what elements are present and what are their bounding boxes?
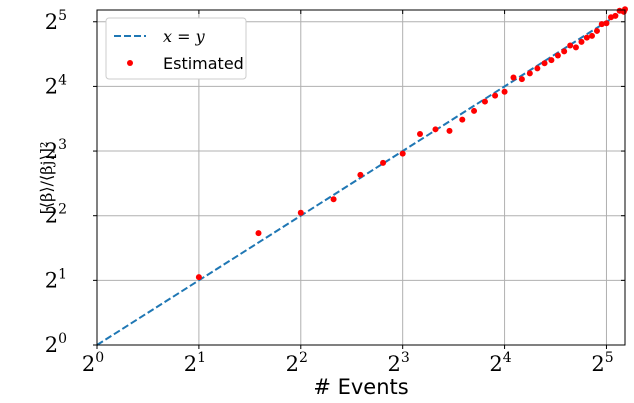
data-point-27 xyxy=(588,32,595,39)
data-point-6 xyxy=(399,150,406,157)
plot-frame xyxy=(96,9,626,346)
data-point-22 xyxy=(561,48,568,55)
data-point-29 xyxy=(598,21,605,28)
data-point-14 xyxy=(501,88,508,95)
data-point-18 xyxy=(534,65,541,72)
y-tick-label-3: 23 xyxy=(45,137,67,163)
data-point-0 xyxy=(195,274,202,281)
data-point-30 xyxy=(603,20,610,27)
x-tick-label-5: 25 xyxy=(591,350,613,376)
data-point-32 xyxy=(612,12,619,19)
data-point-19 xyxy=(541,60,548,67)
x-tick-label-1: 21 xyxy=(184,350,206,376)
x-tick-label-3: 23 xyxy=(388,350,410,376)
data-point-35 xyxy=(622,6,628,13)
y-axis-label: [⟨β⟩/⟨βj⟩]² xyxy=(37,142,56,215)
scatter-points xyxy=(195,6,628,281)
x-tick-label-0: 20 xyxy=(82,350,104,376)
grid xyxy=(96,10,625,346)
data-point-5 xyxy=(380,159,387,166)
data-point-4 xyxy=(357,171,364,178)
y-ticks: 20 21 22 23 24 25 xyxy=(45,8,625,357)
data-point-10 xyxy=(459,116,466,123)
data-point-9 xyxy=(446,127,453,134)
y-tick-label-0: 20 xyxy=(45,331,67,357)
data-point-20 xyxy=(548,57,555,64)
y-tick-label-2: 22 xyxy=(45,202,67,228)
x-ticks: 20 21 22 23 24 25 xyxy=(82,10,614,376)
data-point-3 xyxy=(330,196,337,203)
y-tick-label-1: 21 xyxy=(45,266,67,292)
data-point-17 xyxy=(526,70,533,77)
legend: x = y Estimated xyxy=(105,17,247,80)
legend-box xyxy=(105,17,247,80)
legend-label-estimated: Estimated xyxy=(163,54,244,73)
data-point-28 xyxy=(593,27,600,34)
data-point-11 xyxy=(471,107,478,114)
data-point-21 xyxy=(554,52,561,59)
x-tick-label-2: 22 xyxy=(286,350,308,376)
data-point-1 xyxy=(255,230,262,237)
data-point-26 xyxy=(583,34,590,41)
data-point-16 xyxy=(518,76,525,83)
x-axis-label: # Events xyxy=(313,375,408,399)
data-point-25 xyxy=(578,38,585,45)
data-point-8 xyxy=(432,126,439,133)
y-tick-label-5: 25 xyxy=(45,8,67,34)
data-point-23 xyxy=(567,42,574,49)
data-point-15 xyxy=(510,74,517,81)
y-axis-label-text: [⟨β⟩/⟨βj⟩]² xyxy=(37,142,56,215)
data-point-12 xyxy=(481,98,488,105)
y-tick-label-4: 24 xyxy=(45,72,67,98)
x-tick-label-4: 24 xyxy=(489,350,511,376)
data-point-2 xyxy=(297,209,304,216)
data-point-13 xyxy=(492,92,499,99)
data-point-7 xyxy=(416,130,423,137)
legend-dot-marker xyxy=(127,60,133,66)
legend-label-x-equals-y: x = y xyxy=(163,27,206,46)
data-point-24 xyxy=(572,44,579,51)
